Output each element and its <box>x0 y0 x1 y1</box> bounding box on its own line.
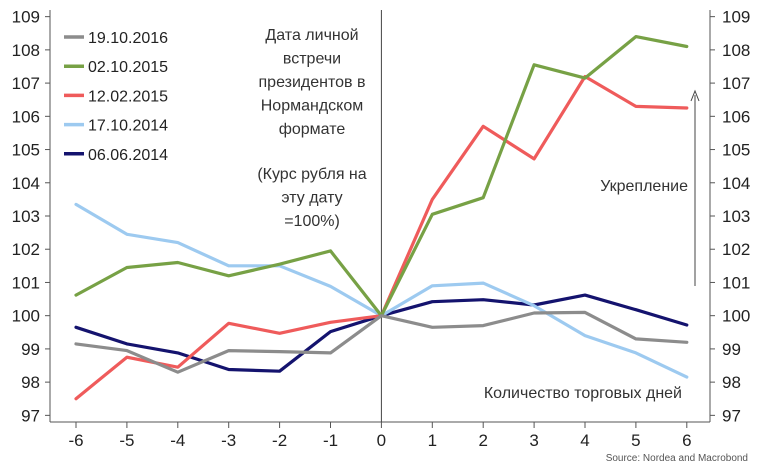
x-tick-label: -2 <box>272 431 287 450</box>
meeting-note-line: Нормандском <box>261 98 364 115</box>
right-y-tick-label: 104 <box>722 174 750 193</box>
left-y-tick-label: 104 <box>12 174 40 193</box>
base-note-line: эту дату <box>281 190 342 207</box>
x-tick-label: 1 <box>428 431 437 450</box>
right-y-tick-label: 99 <box>722 340 741 359</box>
meeting-note-line: формате <box>279 121 346 138</box>
x-axis-title: Количество торговых дней <box>484 385 682 402</box>
x-tick-label: 6 <box>682 431 691 450</box>
right-y-tick-label: 107 <box>722 74 750 93</box>
base-note-line: =100%) <box>284 213 340 230</box>
legend-entry-label: 19.10.2016 <box>88 30 168 47</box>
legend: 19.10.2016 02.10.2015 12.02.2015 17.10.2014… <box>64 30 168 164</box>
x-tick-label: -1 <box>323 431 338 450</box>
left-y-tick-label: 108 <box>12 41 40 60</box>
right-y-tick-label: 101 <box>722 273 750 292</box>
source-note: Source: Nordea and Macrobond <box>606 453 748 462</box>
left-y-tick-label: 102 <box>12 240 40 259</box>
legend-entry-label: 17.10.2014 <box>88 118 168 135</box>
right-y-tick-label: 97 <box>722 406 741 425</box>
x-tick-label: 5 <box>631 431 640 450</box>
right-y-tick-label: 109 <box>722 8 750 27</box>
x-tick-label: 0 <box>377 431 386 450</box>
left-y-tick-label: 98 <box>21 373 40 392</box>
right-y-tick-label: 98 <box>722 373 741 392</box>
base-note-line: (Курс рубля на <box>257 166 366 183</box>
left-y-tick-label: 106 <box>12 107 40 126</box>
left-y-tick-label: 101 <box>12 273 40 292</box>
left-y-tick-label: 107 <box>12 74 40 93</box>
x-tick-label: -3 <box>221 431 236 450</box>
meeting-note-line: президентов в <box>259 74 366 91</box>
strengthening-label: Укрепление <box>600 178 688 195</box>
meeting-note-line: встречи <box>283 51 341 68</box>
x-tick-label: 3 <box>529 431 538 450</box>
series-lines <box>74 34 689 401</box>
right-y-tick-label: 105 <box>722 141 750 160</box>
left-y-tick-label: 100 <box>12 307 40 326</box>
right-y-tick-label: 106 <box>722 107 750 126</box>
legend-entry-label: 12.02.2015 <box>88 88 168 105</box>
x-tick-label: -6 <box>68 431 83 450</box>
legend-entry-label: 06.06.2014 <box>88 147 168 164</box>
strengthening-arrow-head <box>690 89 700 102</box>
left-y-tick-label: 97 <box>21 406 40 425</box>
series-line-19.10.2016 <box>74 310 689 374</box>
x-tick-label: 4 <box>580 431 589 450</box>
legend-entry-label: 02.10.2015 <box>88 59 168 76</box>
left-y-tick-label: 109 <box>12 8 40 27</box>
left-y-tick-label: 99 <box>21 340 40 359</box>
right-y-tick-label: 102 <box>722 240 750 259</box>
left-y-tick-label: 103 <box>12 207 40 226</box>
right-y-tick-label: 108 <box>722 41 750 60</box>
x-tick-label: -4 <box>170 431 185 450</box>
annotations: Дата личной встречи президентов в Нормандск… <box>257 27 748 462</box>
x-tick-label: -5 <box>119 431 134 450</box>
right-y-tick-label: 103 <box>722 207 750 226</box>
meeting-note-line: Дата личной <box>265 27 358 44</box>
x-tick-label: 2 <box>478 431 487 450</box>
right-y-tick-label: 100 <box>722 307 750 326</box>
left-y-tick-label: 105 <box>12 141 40 160</box>
